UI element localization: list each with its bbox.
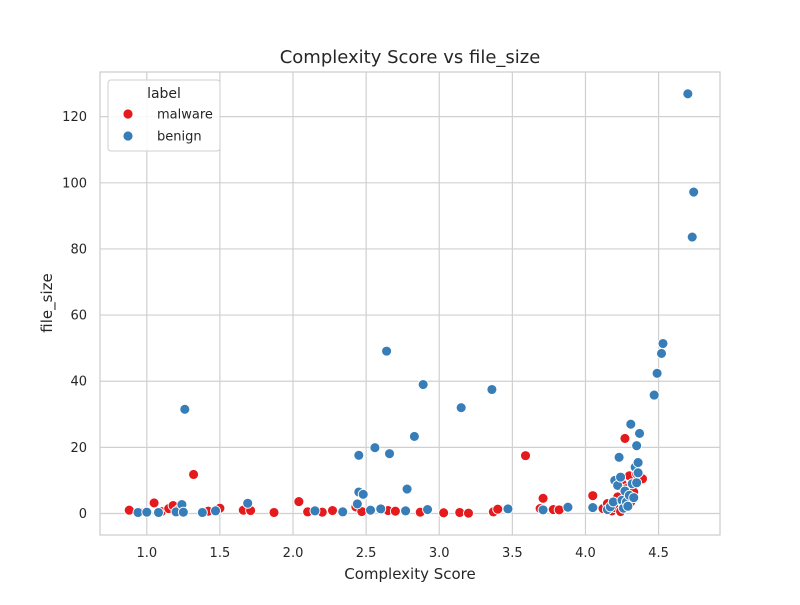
legend-marker-benign [122, 130, 134, 142]
data-point-benign [384, 448, 395, 460]
y-tick-label: 100 [62, 176, 87, 191]
data-point-benign [353, 449, 365, 461]
data-point-malware [520, 450, 531, 462]
data-point-benign [686, 231, 698, 243]
data-point-benign [309, 505, 321, 517]
data-point-benign [196, 507, 208, 518]
x-tick-label: 1.5 [210, 546, 231, 561]
legend-title: label [147, 86, 181, 102]
data-point-benign [401, 483, 413, 495]
data-point-benign [615, 471, 627, 483]
data-point-benign [375, 503, 387, 515]
data-point-benign [210, 505, 221, 517]
data-point-malware [438, 507, 450, 519]
legend-label-malware: malware [157, 108, 213, 123]
data-point-benign [357, 488, 369, 500]
data-point-malware [537, 492, 549, 504]
data-point-malware [148, 497, 160, 509]
data-point-malware [188, 469, 200, 480]
data-point-benign [141, 506, 153, 518]
data-point-benign [682, 88, 694, 100]
x-tick-label: 3.0 [429, 546, 450, 561]
data-point-benign [537, 504, 549, 516]
legend-label-benign: benign [157, 130, 202, 145]
data-point-benign [177, 506, 189, 518]
data-point-benign [381, 345, 393, 357]
data-point-malware [268, 507, 280, 518]
data-point-benign [656, 347, 667, 359]
x-axis-label: Complexity Score [344, 565, 476, 583]
data-point-benign [417, 379, 429, 390]
legend-box [107, 79, 221, 152]
data-point-benign [562, 501, 574, 513]
data-point-benign [613, 451, 625, 463]
y-tick-label: 120 [62, 110, 87, 125]
data-point-malware [463, 507, 474, 519]
x-tick-label: 2.0 [283, 546, 304, 561]
data-point-malware [293, 496, 305, 508]
x-tick-label: 2.5 [356, 546, 377, 561]
data-point-benign [351, 498, 363, 510]
x-tick-label: 1.0 [136, 546, 157, 561]
legend-marker-malware [122, 108, 134, 120]
data-point-benign [408, 431, 420, 442]
legend: label malware benign [107, 79, 221, 152]
data-point-benign [486, 384, 498, 395]
y-tick-label: 40 [70, 375, 87, 390]
data-point-benign [365, 504, 376, 516]
data-point-benign [455, 402, 467, 414]
tick-layer: 1.0 1.5 2.0 2.5 3.0 3.5 4.0 4.5 0 20 40 60 80 100 120 [62, 110, 669, 561]
data-point-benign [651, 367, 663, 379]
plot-frame [99, 71, 721, 536]
data-point-benign [622, 500, 634, 512]
data-point-benign [657, 338, 669, 349]
data-point-benign [631, 477, 643, 489]
data-point-malware [492, 503, 504, 515]
y-tick-label: 60 [70, 309, 87, 324]
x-tick-label: 4.0 [575, 546, 596, 561]
data-point-benign [422, 504, 433, 515]
point-layer [123, 88, 700, 519]
data-point-benign [607, 496, 619, 508]
data-point-benign [634, 428, 646, 439]
y-tick-label: 20 [70, 441, 87, 456]
data-point-benign [337, 506, 349, 518]
x-tick-label: 3.5 [502, 546, 523, 561]
data-point-benign [688, 186, 700, 198]
data-point-benign [400, 505, 412, 517]
data-point-benign [631, 440, 643, 452]
data-point-benign [179, 403, 191, 415]
data-point-malware [587, 490, 599, 502]
data-point-benign [625, 418, 637, 430]
data-point-malware [619, 432, 631, 444]
data-point-benign [369, 442, 381, 454]
x-tick-label: 4.5 [648, 546, 669, 561]
data-point-benign [648, 389, 660, 401]
data-point-benign [153, 507, 164, 518]
data-point-benign [502, 503, 514, 515]
data-point-benign [632, 467, 644, 479]
data-point-benign [242, 497, 254, 509]
data-point-malware [389, 505, 401, 517]
data-point-benign [628, 492, 640, 504]
y-axis-label: file_size [38, 273, 57, 332]
data-point-benign [587, 502, 599, 513]
data-point-benign [632, 457, 644, 469]
data-point-malware [327, 505, 338, 516]
chart-title: Complexity Score vs file_size [280, 47, 541, 68]
y-tick-label: 0 [79, 507, 87, 522]
y-tick-label: 80 [70, 242, 87, 257]
